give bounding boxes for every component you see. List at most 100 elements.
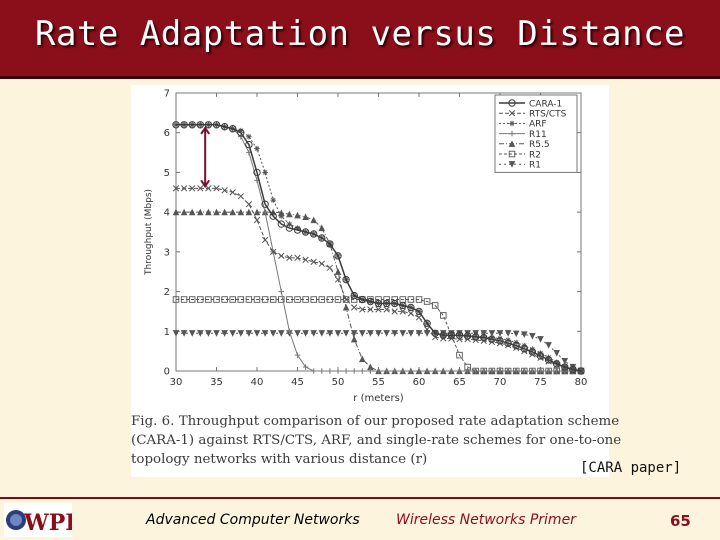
- data-point-r2: [415, 296, 423, 303]
- x-tick-label: 50: [332, 377, 345, 388]
- data-point-cara-1: [463, 332, 472, 340]
- data-point-r5-5: [359, 355, 366, 363]
- x-tick-label: 75: [534, 377, 547, 388]
- data-point-r11: [472, 368, 479, 374]
- data-point-cara-1: [488, 335, 496, 343]
- data-point-r11: [432, 368, 438, 374]
- data-point-rts-cts: [342, 296, 350, 303]
- data-point-cara-1: [528, 348, 537, 356]
- data-point-cara-1: [245, 140, 253, 149]
- data-point-rts-cts: [180, 185, 188, 192]
- data-point-r2: [245, 296, 253, 303]
- data-point-r1: [553, 350, 560, 357]
- data-point-cara-1: [277, 220, 286, 228]
- data-point-r2: [318, 296, 326, 303]
- data-point-r2: [172, 296, 180, 303]
- data-point-cara-1: [423, 319, 431, 328]
- annotation-arrow-head-bottom: [200, 179, 210, 189]
- data-point-rts-cts: [399, 308, 406, 315]
- data-point-rts-cts: [407, 310, 415, 317]
- data-point-r11: [327, 368, 333, 374]
- data-point-r1: [334, 330, 342, 337]
- data-point-r11: [294, 352, 301, 358]
- data-point-cara-1: [431, 329, 439, 337]
- data-point-cara-1: [544, 356, 553, 364]
- data-point-rts-cts: [261, 236, 269, 244]
- data-point-cara-1: [172, 121, 180, 129]
- data-point-r1: [504, 330, 512, 337]
- data-point-arf: [270, 197, 276, 204]
- data-point-r1: [561, 357, 569, 365]
- data-point-r5-5: [172, 208, 180, 216]
- data-point-r1: [245, 330, 253, 337]
- data-point-r1: [326, 330, 334, 337]
- figure-caption: Fig. 6. Throughput comparison of our pro…: [131, 412, 621, 469]
- data-point-arf: [278, 213, 285, 219]
- data-point-r11: [553, 368, 560, 374]
- data-point-cara-1: [366, 297, 375, 306]
- data-point-r5-5: [294, 211, 301, 219]
- data-point-r5-5: [188, 208, 196, 216]
- data-point-rts-cts: [367, 306, 374, 313]
- data-point-r1: [310, 330, 317, 337]
- data-point-rts-cts: [286, 254, 293, 261]
- data-point-r1: [253, 330, 261, 337]
- x-axis-label: r (meters): [353, 393, 403, 404]
- data-point-arf: [545, 354, 552, 361]
- data-point-cara-1: [577, 367, 585, 375]
- data-point-rts-cts: [351, 304, 358, 311]
- data-point-r11: [319, 368, 325, 374]
- data-point-r5-5: [197, 208, 204, 216]
- data-point-r2: [213, 296, 220, 303]
- data-point-r1: [237, 330, 245, 337]
- data-point-r2: [221, 296, 228, 303]
- figure-panel: 30 35 40 45 50 55 60 65 70 75 80 0 1 2 3 4 5 6 7 r (meters)…: [131, 85, 621, 477]
- data-point-r1: [261, 330, 269, 337]
- data-point-r11: [383, 368, 390, 374]
- data-point-cara-1: [407, 303, 415, 312]
- data-point-cara-1: [188, 121, 196, 129]
- data-point-cara-1: [237, 129, 245, 137]
- data-point-r5-5: [253, 208, 261, 216]
- legend-label-r1: R1: [529, 161, 541, 171]
- data-point-cara-1: [374, 299, 383, 308]
- data-point-r1: [269, 330, 277, 337]
- data-point-r11: [529, 368, 536, 374]
- data-point-r5-5: [205, 208, 212, 216]
- data-point-r2: [431, 302, 439, 309]
- data-point-arf: [254, 145, 260, 152]
- data-point-cara-1: [415, 307, 423, 316]
- logo-text: WPI: [23, 510, 72, 536]
- data-point-cara-1: [553, 360, 561, 368]
- data-point-r11: [278, 288, 285, 295]
- data-point-arf: [286, 221, 293, 227]
- y-tick-label: 3: [164, 247, 170, 258]
- data-point-r2: [302, 296, 309, 303]
- data-point-rts-cts: [205, 185, 212, 192]
- data-point-r5-5: [334, 268, 342, 275]
- data-point-r2: [197, 296, 204, 303]
- data-point-rts-cts: [229, 189, 236, 196]
- data-point-r5-5: [229, 208, 236, 216]
- x-tick-label: 60: [413, 377, 426, 388]
- data-point-r11: [562, 368, 568, 374]
- data-point-cara-1: [318, 234, 326, 242]
- x-tick-label: 80: [575, 377, 588, 388]
- data-point-arf: [481, 334, 487, 340]
- data-point-r1: [399, 330, 407, 337]
- data-point-r11: [513, 368, 519, 374]
- data-point-cara-1: [472, 333, 480, 341]
- data-point-arf: [497, 335, 503, 342]
- data-point-r11: [367, 368, 374, 374]
- data-point-r2: [342, 296, 350, 303]
- data-point-r2: [456, 351, 463, 359]
- wpi-logo: WPI: [4, 503, 72, 537]
- data-point-cara-1: [261, 200, 269, 208]
- data-point-cara-1: [447, 331, 456, 339]
- data-point-r11: [359, 368, 366, 374]
- data-point-r11: [489, 368, 495, 374]
- data-point-rts-cts: [253, 216, 261, 224]
- data-point-cara-1: [569, 365, 577, 374]
- data-point-cara-1: [496, 337, 504, 345]
- data-point-r1: [229, 330, 236, 337]
